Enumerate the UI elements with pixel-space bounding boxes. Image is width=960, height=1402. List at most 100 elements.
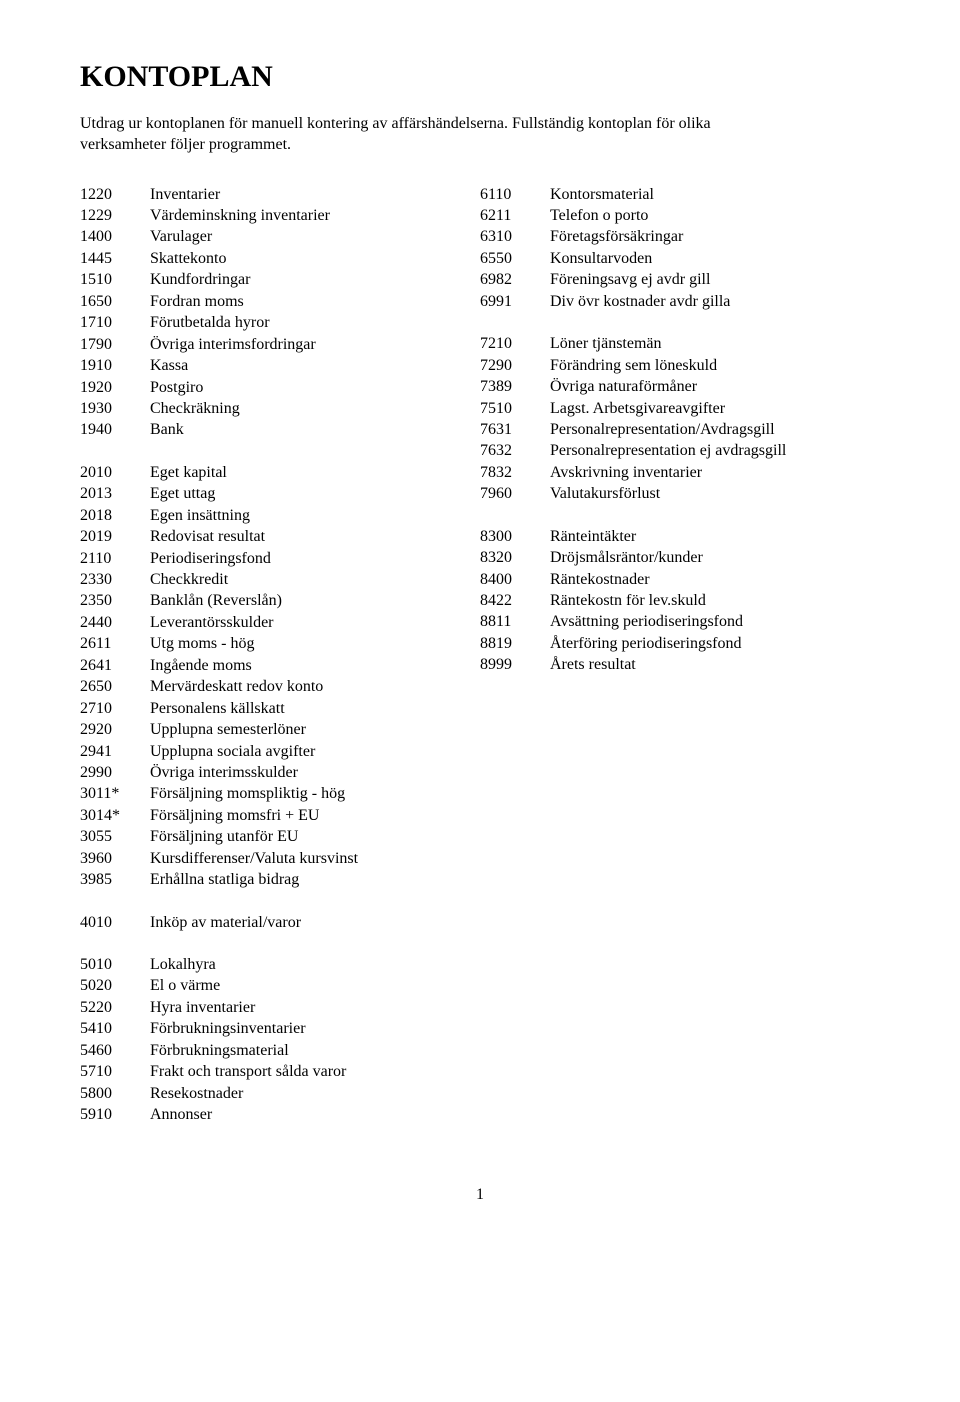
account-code: 3985 bbox=[80, 869, 150, 890]
account-code: 1930 bbox=[80, 398, 150, 419]
account-row: 3960Kursdifferenser/Valuta kursvinst bbox=[80, 848, 480, 869]
account-code: 7510 bbox=[480, 398, 550, 419]
account-label: Kassa bbox=[150, 355, 480, 376]
account-code: 2110 bbox=[80, 548, 150, 569]
account-label: Övriga interimsskulder bbox=[150, 762, 480, 783]
account-row: 5010Lokalhyra bbox=[80, 954, 480, 975]
account-label: Telefon o porto bbox=[550, 205, 880, 226]
account-row: 2941Upplupna sociala avgifter bbox=[80, 741, 480, 762]
account-row: 8422Räntekostn för lev.skuld bbox=[480, 590, 880, 611]
right-column: 6110Kontorsmaterial6211Telefon o porto63… bbox=[480, 184, 880, 1126]
account-row: 6211Telefon o porto bbox=[480, 205, 880, 226]
account-label: Egen insättning bbox=[150, 505, 480, 526]
account-label: Skattekonto bbox=[150, 248, 480, 269]
account-label: Återföring periodiseringsfond bbox=[550, 633, 880, 654]
account-row: 8819Återföring periodiseringsfond bbox=[480, 633, 880, 654]
account-row: 1650Fordran moms bbox=[80, 291, 480, 312]
account-code: 2710 bbox=[80, 698, 150, 719]
account-row: 5220Hyra inventarier bbox=[80, 997, 480, 1018]
account-label: Fordran moms bbox=[150, 291, 480, 312]
account-code: 2350 bbox=[80, 590, 150, 611]
account-code: 1510 bbox=[80, 269, 150, 290]
account-label: Kundfordringar bbox=[150, 269, 480, 290]
account-code: 6991 bbox=[480, 291, 550, 312]
account-row: 3014*Försäljning momsfri + EU bbox=[80, 805, 480, 826]
account-label: Eget uttag bbox=[150, 483, 480, 504]
account-label: Dröjsmålsräntor/kunder bbox=[550, 547, 880, 568]
account-label: Banklån (Reverslån) bbox=[150, 590, 480, 611]
account-code: 1220 bbox=[80, 184, 150, 205]
account-label: Bank bbox=[150, 419, 480, 440]
account-code: 4010 bbox=[80, 912, 150, 933]
account-label: Förbrukningsmaterial bbox=[150, 1040, 480, 1061]
account-row: 2641Ingående moms bbox=[80, 655, 480, 676]
account-label: Kontorsmaterial bbox=[550, 184, 880, 205]
account-row: 2013Eget uttag bbox=[80, 483, 480, 504]
account-code: 8320 bbox=[480, 547, 550, 568]
account-code: 2641 bbox=[80, 655, 150, 676]
account-label: Checkräkning bbox=[150, 398, 480, 419]
account-label: Ingående moms bbox=[150, 655, 480, 676]
account-code: 5910 bbox=[80, 1104, 150, 1125]
intro-text: Utdrag ur kontoplanen för manuell konter… bbox=[80, 114, 720, 156]
account-code: 7832 bbox=[480, 462, 550, 483]
account-code: 8999 bbox=[480, 654, 550, 675]
account-label: Avsättning periodiseringsfond bbox=[550, 611, 880, 632]
account-row: 7210Löner tjänstemän bbox=[480, 333, 880, 354]
account-code: 6550 bbox=[480, 248, 550, 269]
account-code: 2013 bbox=[80, 483, 150, 504]
account-code: 2611 bbox=[80, 633, 150, 654]
account-row: 7290Förändring sem löneskuld bbox=[480, 355, 880, 376]
account-label: Utg moms - hög bbox=[150, 633, 480, 654]
account-row: 6310Företagsförsäkringar bbox=[480, 226, 880, 247]
account-row: 4010Inköp av material/varor bbox=[80, 912, 480, 933]
account-code: 3011* bbox=[80, 783, 150, 804]
account-row: 6110Kontorsmaterial bbox=[480, 184, 880, 205]
account-row: 2611Utg moms - hög bbox=[80, 633, 480, 654]
account-row: 8999Årets resultat bbox=[480, 654, 880, 675]
account-code: 2920 bbox=[80, 719, 150, 740]
account-row: 6991Div övr kostnader avdr gilla bbox=[480, 291, 880, 312]
account-row: 5710Frakt och transport sålda varor bbox=[80, 1061, 480, 1082]
account-code: 5800 bbox=[80, 1083, 150, 1104]
account-row: 1930Checkräkning bbox=[80, 398, 480, 419]
account-label: Försäljning momspliktig - hög bbox=[150, 783, 480, 804]
account-code: 7631 bbox=[480, 419, 550, 440]
account-row: 5410Förbrukningsinventarier bbox=[80, 1018, 480, 1039]
account-label: Lokalhyra bbox=[150, 954, 480, 975]
account-code: 2440 bbox=[80, 612, 150, 633]
account-label: Valutakursförlust bbox=[550, 483, 880, 504]
account-code: 1910 bbox=[80, 355, 150, 376]
account-code: 5410 bbox=[80, 1018, 150, 1039]
account-row: 6550Konsultarvoden bbox=[480, 248, 880, 269]
account-label: Lagst. Arbetsgivareavgifter bbox=[550, 398, 880, 419]
account-code: 2018 bbox=[80, 505, 150, 526]
account-code: 6110 bbox=[480, 184, 550, 205]
account-code: 2990 bbox=[80, 762, 150, 783]
account-row: 2018Egen insättning bbox=[80, 505, 480, 526]
account-row: 7960Valutakursförlust bbox=[480, 483, 880, 504]
account-code: 3014* bbox=[80, 805, 150, 826]
blank-row bbox=[80, 891, 480, 912]
account-row: 5460Förbrukningsmaterial bbox=[80, 1040, 480, 1061]
account-row: 2019Redovisat resultat bbox=[80, 526, 480, 547]
account-label: Annonser bbox=[150, 1104, 480, 1125]
account-code: 1445 bbox=[80, 248, 150, 269]
account-row: 2330Checkkredit bbox=[80, 569, 480, 590]
account-row: 7832Avskrivning inventarier bbox=[480, 462, 880, 483]
account-row: 2710Personalens källskatt bbox=[80, 698, 480, 719]
account-code: 1790 bbox=[80, 334, 150, 355]
account-code: 7210 bbox=[480, 333, 550, 354]
account-label: Räntekostn för lev.skuld bbox=[550, 590, 880, 611]
account-code: 1710 bbox=[80, 312, 150, 333]
account-code: 8400 bbox=[480, 569, 550, 590]
blank-row bbox=[80, 933, 480, 954]
account-label: El o värme bbox=[150, 975, 480, 996]
account-label: Förändring sem löneskuld bbox=[550, 355, 880, 376]
blank-row bbox=[480, 505, 880, 526]
account-code: 5020 bbox=[80, 975, 150, 996]
account-code: 1940 bbox=[80, 419, 150, 440]
account-row: 1910Kassa bbox=[80, 355, 480, 376]
account-row: 2920Upplupna semesterlöner bbox=[80, 719, 480, 740]
account-code: 3055 bbox=[80, 826, 150, 847]
